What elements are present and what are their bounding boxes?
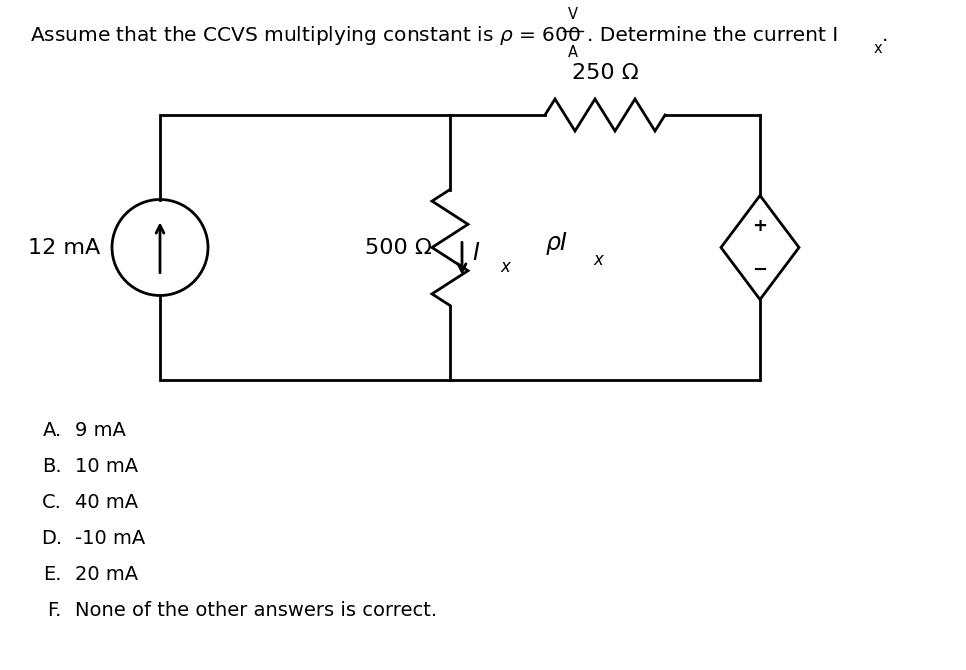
Text: 250 Ω: 250 Ω [572, 63, 639, 83]
Text: . Determine the current I: . Determine the current I [587, 25, 838, 44]
Text: 10 mA: 10 mA [75, 456, 138, 476]
Text: 20 mA: 20 mA [75, 565, 138, 584]
Text: 500 Ω: 500 Ω [365, 237, 432, 257]
Text: x: x [500, 257, 510, 275]
Text: −: − [753, 261, 768, 279]
Text: None of the other answers is correct.: None of the other answers is correct. [75, 600, 438, 620]
Text: V: V [568, 7, 578, 21]
Text: A: A [568, 44, 578, 60]
Text: A.: A. [43, 421, 62, 440]
Text: 12 mA: 12 mA [28, 237, 100, 257]
Text: B.: B. [43, 456, 62, 476]
Text: $I$: $I$ [472, 241, 480, 265]
Text: -10 mA: -10 mA [75, 529, 145, 547]
Text: F.: F. [47, 600, 62, 620]
Text: Assume that the CCVS multiplying constant is $\rho$ = 600: Assume that the CCVS multiplying constan… [30, 23, 581, 46]
Text: C.: C. [43, 492, 62, 511]
Text: 9 mA: 9 mA [75, 421, 126, 440]
Text: x: x [593, 251, 603, 269]
Text: D.: D. [41, 529, 62, 547]
Text: x: x [874, 40, 883, 56]
Text: +: + [753, 216, 768, 234]
Text: E.: E. [43, 565, 62, 584]
Text: .: . [882, 25, 889, 44]
Text: $\rho I$: $\rho I$ [545, 230, 568, 257]
Text: 40 mA: 40 mA [75, 492, 138, 511]
